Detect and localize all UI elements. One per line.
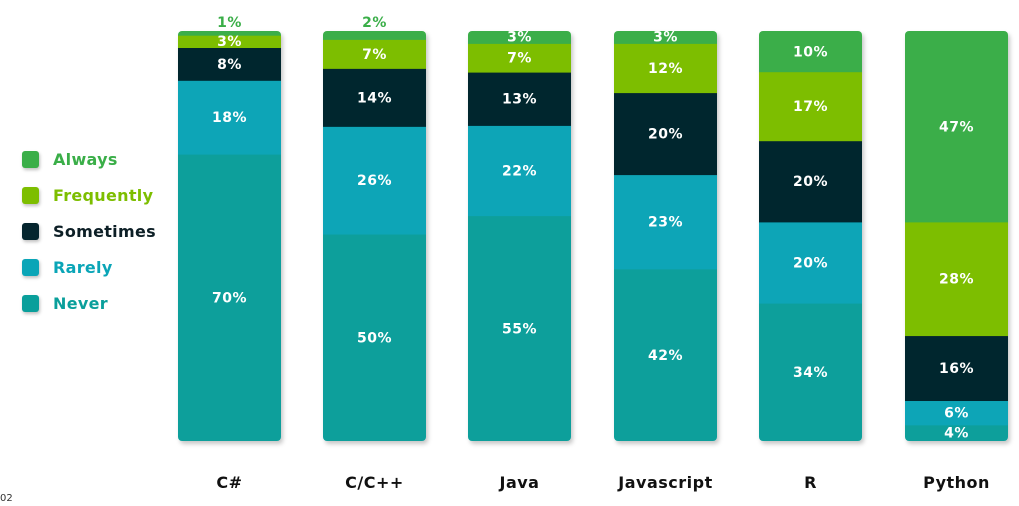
- segment-r-never: [759, 302, 862, 441]
- legend-swatch-frequently: [22, 186, 39, 204]
- segment-r-frequently: [759, 71, 862, 142]
- legend-item-rarely: Rarely: [22, 249, 156, 285]
- data-label-javascript-rarely: 23%: [648, 215, 683, 231]
- legend: Always Frequently Sometimes Rarely Never: [22, 141, 156, 321]
- data-label-r-never: 34%: [793, 365, 828, 381]
- footnote: 02: [0, 493, 13, 504]
- data-label-java-always: 3%: [507, 30, 532, 46]
- legend-label-always: Always: [53, 149, 118, 169]
- data-label-java-never: 55%: [502, 321, 537, 337]
- segment-python-never: [905, 424, 1008, 441]
- data-label-python-frequently: 28%: [939, 272, 974, 288]
- data-label-c-rarely: 18%: [212, 110, 247, 126]
- segment-c-c-always: [323, 31, 426, 40]
- data-label-c-c-always: 2%: [362, 15, 387, 31]
- legend-item-never: Never: [22, 285, 156, 321]
- segment-c-sometimes: [178, 47, 281, 81]
- data-label-r-sometimes: 20%: [793, 174, 828, 190]
- data-label-javascript-frequently: 12%: [648, 61, 683, 77]
- segment-python-always: [905, 31, 1008, 223]
- legend-swatch-sometimes: [22, 222, 39, 240]
- legend-item-always: Always: [22, 141, 156, 177]
- segment-c-frequently: [178, 35, 281, 48]
- legend-label-rarely: Rarely: [53, 257, 113, 277]
- legend-swatch-rarely: [22, 258, 39, 276]
- bar-r: [759, 31, 862, 441]
- bar-python: [905, 31, 1008, 441]
- category-label-java: Java: [499, 473, 540, 492]
- legend-label-never: Never: [53, 293, 108, 313]
- segment-c-always: [178, 31, 281, 36]
- bar-c: [178, 31, 281, 441]
- segment-java-frequently: [468, 43, 571, 73]
- data-label-r-always: 10%: [793, 44, 828, 60]
- segment-python-rarely: [905, 400, 1008, 426]
- bar-c-c: [323, 31, 426, 441]
- data-label-javascript-sometimes: 20%: [648, 127, 683, 143]
- segment-javascript-always: [614, 31, 717, 44]
- segment-c-c-rarely: [323, 126, 426, 235]
- segment-python-sometimes: [905, 335, 1008, 402]
- data-label-r-rarely: 20%: [793, 255, 828, 271]
- bar-java: [468, 31, 571, 441]
- category-label-c-c: C/C++: [345, 473, 404, 492]
- segment-c-c-sometimes: [323, 68, 426, 127]
- data-label-c-always: 1%: [217, 15, 242, 31]
- segment-c-c-never: [323, 233, 426, 441]
- data-label-c-c-sometimes: 14%: [357, 90, 392, 106]
- segment-javascript-never: [614, 268, 717, 441]
- category-label-r: R: [804, 473, 817, 492]
- segment-c-never: [178, 154, 281, 441]
- data-label-python-never: 4%: [944, 425, 969, 441]
- category-label-c: C#: [216, 473, 242, 492]
- segment-javascript-rarely: [614, 174, 717, 270]
- data-label-c-sometimes: 8%: [217, 57, 242, 73]
- segment-javascript-sometimes: [614, 92, 717, 176]
- legend-item-frequently: Frequently: [22, 177, 156, 213]
- data-label-c-c-rarely: 26%: [357, 173, 392, 189]
- legend-label-sometimes: Sometimes: [53, 221, 156, 241]
- data-label-c-never: 70%: [212, 291, 247, 307]
- segment-r-sometimes: [759, 140, 862, 223]
- legend-swatch-never: [22, 294, 39, 312]
- segment-r-always: [759, 31, 862, 73]
- segment-java-always: [468, 31, 571, 44]
- data-label-r-frequently: 17%: [793, 99, 828, 115]
- data-label-java-frequently: 7%: [507, 51, 532, 67]
- legend-swatch-always: [22, 150, 39, 168]
- segment-javascript-frequently: [614, 43, 717, 94]
- segment-java-sometimes: [468, 72, 571, 126]
- data-label-python-sometimes: 16%: [939, 361, 974, 377]
- data-label-javascript-always: 3%: [653, 30, 678, 46]
- data-label-c-c-frequently: 7%: [362, 47, 387, 63]
- data-label-java-sometimes: 13%: [502, 92, 537, 108]
- category-label-python: Python: [923, 473, 990, 492]
- data-label-c-c-never: 50%: [357, 330, 392, 346]
- segment-c-c-frequently: [323, 39, 426, 69]
- data-label-javascript-never: 42%: [648, 348, 683, 364]
- data-label-python-rarely: 6%: [944, 406, 969, 422]
- data-label-java-rarely: 22%: [502, 163, 537, 179]
- segment-java-rarely: [468, 125, 571, 217]
- category-label-javascript: Javascript: [617, 473, 712, 492]
- legend-label-frequently: Frequently: [53, 185, 154, 205]
- data-label-c-frequently: 3%: [217, 34, 242, 50]
- legend-item-sometimes: Sometimes: [22, 213, 156, 249]
- segment-c-rarely: [178, 80, 281, 155]
- segment-java-never: [468, 215, 571, 441]
- bar-javascript: [614, 31, 717, 441]
- data-label-python-always: 47%: [939, 119, 974, 135]
- segment-python-frequently: [905, 221, 1008, 337]
- segment-r-rarely: [759, 221, 862, 304]
